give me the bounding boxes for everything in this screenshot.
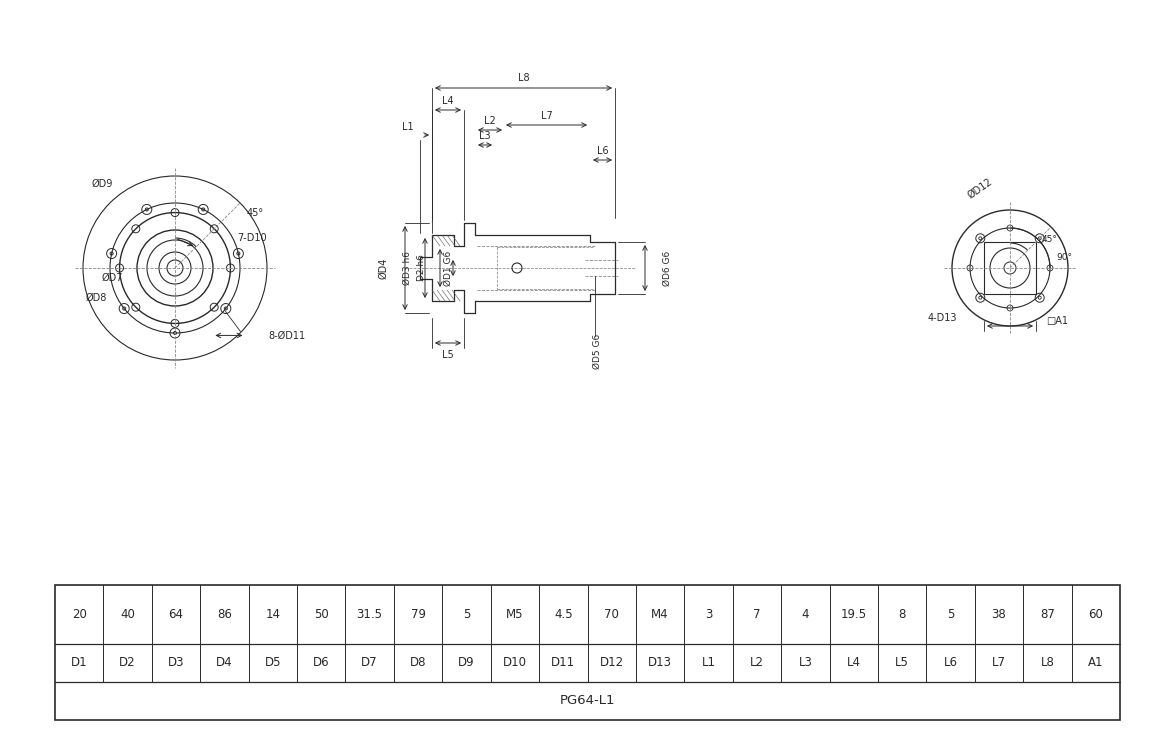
Text: 20: 20 bbox=[71, 608, 87, 621]
Text: D10: D10 bbox=[503, 657, 526, 669]
Text: 31.5: 31.5 bbox=[357, 608, 383, 621]
Text: D9: D9 bbox=[459, 657, 475, 669]
Text: L4: L4 bbox=[442, 96, 454, 106]
Text: A1: A1 bbox=[1088, 657, 1103, 669]
Text: ØD8: ØD8 bbox=[85, 293, 106, 303]
Text: 79: 79 bbox=[411, 608, 426, 621]
Text: D5: D5 bbox=[264, 657, 281, 669]
Bar bbox=[984, 242, 1035, 294]
Text: L2: L2 bbox=[750, 657, 764, 669]
Text: ØD9: ØD9 bbox=[91, 179, 113, 189]
Text: 90°: 90° bbox=[1057, 253, 1072, 262]
Text: L1: L1 bbox=[702, 657, 716, 669]
Text: L3: L3 bbox=[798, 657, 812, 669]
Text: □A1: □A1 bbox=[1046, 316, 1068, 326]
Text: 8-ØD11: 8-ØD11 bbox=[268, 330, 305, 341]
Text: D13: D13 bbox=[648, 657, 672, 669]
Text: 7-D10: 7-D10 bbox=[238, 233, 267, 243]
Text: L2: L2 bbox=[484, 116, 496, 126]
Text: 4: 4 bbox=[801, 608, 810, 621]
Text: D2 h6: D2 h6 bbox=[418, 255, 427, 282]
Text: PG64-L1: PG64-L1 bbox=[559, 695, 615, 707]
Text: D8: D8 bbox=[410, 657, 426, 669]
Bar bbox=[55, 585, 1120, 720]
Text: 4-D13: 4-D13 bbox=[928, 313, 957, 323]
Text: 86: 86 bbox=[216, 608, 232, 621]
Text: 45°: 45° bbox=[1042, 235, 1058, 244]
Text: 4.5: 4.5 bbox=[553, 608, 572, 621]
Text: D7: D7 bbox=[362, 657, 378, 669]
Text: 14: 14 bbox=[266, 608, 281, 621]
Text: D6: D6 bbox=[312, 657, 330, 669]
Text: 50: 50 bbox=[314, 608, 329, 621]
Text: L7: L7 bbox=[992, 657, 1006, 669]
Text: ØD12: ØD12 bbox=[965, 176, 994, 200]
Text: ØD6 G6: ØD6 G6 bbox=[662, 250, 672, 285]
Text: ØD5 G6: ØD5 G6 bbox=[592, 333, 601, 368]
Text: L6: L6 bbox=[943, 657, 957, 669]
Text: L5: L5 bbox=[895, 657, 909, 669]
Text: 38: 38 bbox=[992, 608, 1006, 621]
Text: 64: 64 bbox=[168, 608, 184, 621]
Text: ØD7: ØD7 bbox=[102, 273, 123, 283]
Text: 5: 5 bbox=[463, 608, 470, 621]
Text: 70: 70 bbox=[604, 608, 619, 621]
Text: L8: L8 bbox=[1040, 657, 1054, 669]
Text: D12: D12 bbox=[600, 657, 624, 669]
Text: D2: D2 bbox=[119, 657, 136, 669]
Text: L7: L7 bbox=[541, 111, 552, 121]
Text: 45°: 45° bbox=[247, 208, 264, 218]
Text: M5: M5 bbox=[507, 608, 524, 621]
Text: 7: 7 bbox=[753, 608, 760, 621]
Text: ØD1 G6: ØD1 G6 bbox=[443, 250, 453, 285]
Text: ØD3 h6: ØD3 h6 bbox=[402, 251, 412, 285]
Text: 5: 5 bbox=[947, 608, 955, 621]
Text: L3: L3 bbox=[480, 131, 490, 141]
Text: ØD4: ØD4 bbox=[378, 257, 388, 279]
Text: L6: L6 bbox=[597, 146, 608, 156]
Text: 3: 3 bbox=[704, 608, 713, 621]
Text: L4: L4 bbox=[847, 657, 861, 669]
Text: 8: 8 bbox=[899, 608, 906, 621]
Text: 40: 40 bbox=[121, 608, 135, 621]
Text: L1: L1 bbox=[402, 122, 414, 132]
Text: 87: 87 bbox=[1040, 608, 1055, 621]
Text: 60: 60 bbox=[1088, 608, 1103, 621]
Text: 19.5: 19.5 bbox=[841, 608, 867, 621]
Text: L5: L5 bbox=[442, 350, 454, 360]
Text: D4: D4 bbox=[216, 657, 233, 669]
Text: D11: D11 bbox=[551, 657, 576, 669]
Text: L8: L8 bbox=[517, 73, 529, 83]
Text: D1: D1 bbox=[71, 657, 88, 669]
Text: M4: M4 bbox=[652, 608, 669, 621]
Text: D3: D3 bbox=[167, 657, 184, 669]
